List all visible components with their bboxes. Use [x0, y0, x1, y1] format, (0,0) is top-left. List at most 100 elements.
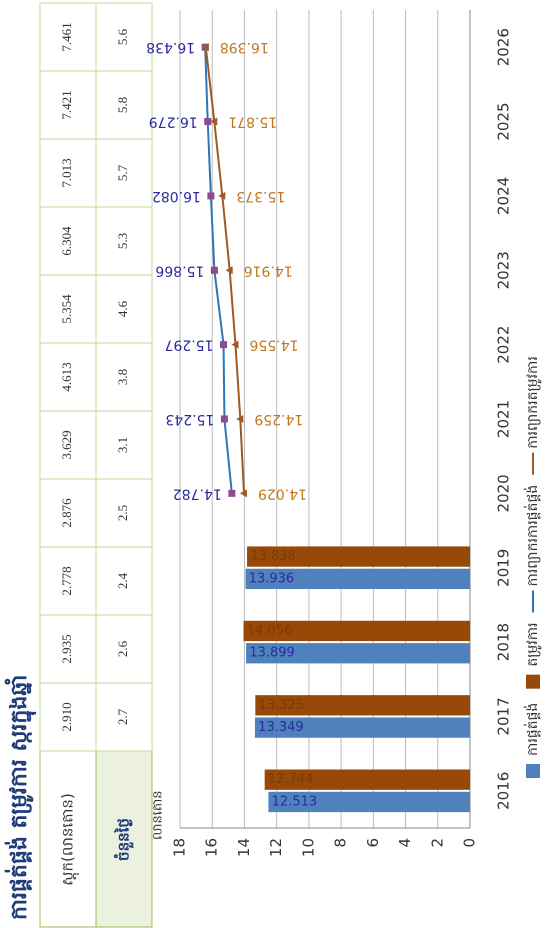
- point-label: 16.398: [220, 39, 269, 55]
- table-value: 3.629: [59, 430, 74, 459]
- table-value: 5.354: [59, 294, 74, 324]
- point-label: 14.029: [258, 485, 307, 501]
- title: ការផ្គត់ផ្គង់ តម្រូវការ ស្ករក្នុងឆ្នាំ: [4, 675, 37, 920]
- y-tick-label: 0: [461, 838, 479, 848]
- table-cell: [95, 2, 153, 72]
- x-tick-label: 2021: [495, 400, 513, 438]
- marker: [207, 192, 215, 200]
- y-tick-label: 4: [396, 838, 414, 848]
- marker: [218, 191, 226, 200]
- bar: [255, 695, 470, 716]
- bar: [243, 620, 470, 642]
- x-tick-label: 2023: [495, 251, 513, 289]
- bar: [268, 791, 470, 813]
- x-tick-label: 2018: [495, 623, 513, 661]
- bar-label: 13.936: [249, 571, 295, 586]
- marker: [201, 43, 209, 52]
- bar-label: 12.744: [268, 772, 314, 787]
- table-value: 7.421: [59, 90, 74, 119]
- point-label: 15.243: [165, 411, 214, 427]
- bar-label: 14.056: [247, 623, 293, 638]
- marker: [225, 266, 233, 275]
- x-tick-label: 2016: [495, 772, 513, 810]
- x-tick-label: 2020: [495, 474, 513, 512]
- y-tick-label: 6: [364, 838, 382, 848]
- bar-label: 13.899: [249, 646, 295, 661]
- marker: [239, 489, 247, 498]
- table-value: 2.5: [115, 505, 130, 521]
- table-value: 5.7: [115, 164, 130, 181]
- y-tick-label: 16: [203, 838, 221, 857]
- bar-label: 12.513: [272, 794, 318, 809]
- y-tick-label: 14: [235, 838, 253, 857]
- legend-label: ការព្យាករការផ្គត់ផ្គង់: [523, 485, 541, 587]
- y-axis-label: លានតោន: [151, 790, 166, 840]
- point-label: 16.082: [152, 188, 201, 204]
- point-label: 15.866: [155, 262, 204, 278]
- point-label: 15.373: [236, 188, 285, 204]
- table-value: 4.613: [59, 362, 74, 391]
- marker: [210, 117, 218, 126]
- marker: [228, 489, 236, 497]
- marker: [204, 118, 212, 126]
- y-tick-label: 10: [299, 838, 317, 857]
- point-label: 14.556: [249, 337, 298, 353]
- point-label: 14.782: [173, 485, 222, 501]
- table-value: 4.6: [115, 300, 130, 317]
- table-value: 3.1: [115, 437, 130, 453]
- bar: [246, 643, 470, 664]
- table-value: 2.876: [59, 498, 74, 528]
- legend-label: តម្រូវការ: [525, 623, 542, 667]
- table-value: 2.6: [115, 640, 130, 657]
- table-value: 5.8: [115, 97, 130, 113]
- x-tick-label: 2024: [495, 177, 513, 215]
- bar: [264, 769, 470, 790]
- legend-label: ការព្យាករតម្រូវការ: [525, 356, 542, 449]
- table-row-label: ស្តុក(លានតោន): [59, 793, 80, 886]
- point-label: 15.871: [228, 114, 277, 130]
- point-label: 14.259: [254, 411, 303, 427]
- table-value: 2.7: [115, 708, 130, 725]
- y-tick-label: 8: [332, 838, 350, 848]
- legend-label: ការផ្គត់ផ្គង់: [523, 703, 541, 756]
- table-row-label: ចំនួនថ្ងៃ: [114, 818, 135, 861]
- table-value: 7.013: [59, 158, 74, 187]
- x-tick-label: 2025: [495, 102, 513, 140]
- x-tick-label: 2019: [495, 549, 513, 587]
- legend-swatch: [526, 674, 540, 689]
- table-value: 6.304: [59, 226, 74, 256]
- table-value: 3.8: [115, 369, 130, 385]
- table-value: 2.935: [59, 634, 74, 663]
- marker: [220, 415, 228, 423]
- point-label: 16.438: [146, 39, 195, 55]
- point-label: 16.279: [149, 114, 198, 130]
- bar: [247, 546, 470, 567]
- point-label: 15.297: [165, 337, 214, 353]
- marker: [210, 266, 218, 274]
- x-tick-label: 2022: [495, 326, 513, 364]
- bar-label: 13.325: [259, 698, 305, 713]
- table-value: 2.4: [115, 572, 130, 589]
- bar: [245, 568, 470, 590]
- table-value: 5.3: [115, 233, 130, 249]
- marker: [236, 415, 244, 423]
- bar-label: 13.838: [250, 549, 296, 564]
- x-tick-label: 2026: [495, 28, 513, 66]
- marker: [231, 340, 239, 349]
- table-value: 2.910: [59, 702, 74, 731]
- bar-label: 13.349: [258, 720, 304, 735]
- table-value: 2.778: [59, 566, 74, 595]
- bar: [254, 717, 470, 738]
- y-tick-label: 18: [171, 838, 189, 857]
- y-tick-label: 2: [428, 838, 446, 848]
- y-tick-label: 12: [267, 838, 285, 857]
- marker: [220, 341, 228, 349]
- legend-swatch: [526, 764, 540, 778]
- x-tick-label: 2017: [495, 697, 513, 735]
- table-value: 5.6: [115, 28, 130, 45]
- point-label: 14.916: [244, 262, 293, 278]
- table-value: 7.461: [59, 22, 74, 51]
